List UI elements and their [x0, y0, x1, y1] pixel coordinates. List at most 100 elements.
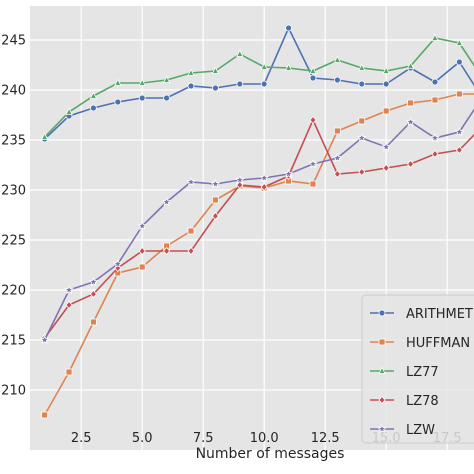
data-point	[211, 211, 219, 221]
data-point	[187, 68, 195, 76]
data-point	[259, 172, 269, 183]
data-point	[454, 126, 465, 137]
data-point	[39, 334, 50, 345]
legend-marker	[378, 338, 386, 346]
data-point	[186, 176, 196, 187]
data-point	[431, 149, 439, 159]
data-point	[187, 82, 195, 90]
data-point	[309, 115, 317, 125]
legend-marker	[378, 366, 386, 374]
series-lzw	[39, 108, 474, 345]
y-tick-label: 235	[1, 134, 26, 149]
data-point	[358, 117, 366, 125]
x-tick-label: 10.0	[250, 431, 279, 446]
data-point	[382, 163, 390, 173]
data-point	[161, 196, 172, 207]
data-point	[211, 66, 220, 74]
data-point	[382, 80, 390, 88]
x-tick-label: 12.5	[311, 431, 340, 446]
legend-marker	[378, 395, 386, 405]
data-point	[309, 74, 317, 82]
legend-item: LZ78	[370, 394, 439, 409]
data-point	[431, 96, 439, 104]
x-axis-label: Number of messages	[196, 446, 345, 462]
y-tick-label: 240	[1, 84, 26, 99]
legend-label: LZW	[406, 423, 435, 438]
data-point	[162, 75, 171, 83]
data-point	[406, 61, 415, 69]
data-point	[333, 169, 341, 179]
data-point	[309, 180, 317, 188]
data-point	[90, 318, 97, 326]
x-tick-label: 2.5	[71, 431, 92, 446]
x-tick-label: 5.0	[132, 431, 153, 446]
data-point	[114, 78, 122, 86]
legend-label: LZ77	[406, 365, 439, 380]
data-point	[236, 80, 244, 88]
data-point	[308, 158, 318, 169]
data-point	[381, 141, 391, 152]
legend-item: HUFFMAN	[370, 336, 470, 351]
legend-box	[361, 294, 474, 444]
legend-label: LZ78	[406, 394, 439, 409]
legend-marker	[377, 423, 387, 434]
data-point	[260, 62, 268, 70]
data-point	[138, 246, 146, 256]
data-point	[333, 127, 341, 135]
series-layer	[39, 24, 474, 419]
legend-item: LZW	[370, 423, 435, 438]
data-point	[284, 63, 293, 71]
data-point	[210, 178, 221, 189]
data-point	[113, 258, 123, 269]
y-ticks: 210 215 220 225 230 235 240 245	[1, 34, 26, 399]
series-lz77	[40, 33, 474, 140]
data-point	[40, 132, 49, 140]
data-point	[65, 300, 73, 310]
data-point	[455, 145, 463, 155]
y-tick-label: 230	[1, 184, 26, 199]
data-point	[64, 284, 74, 295]
data-point	[138, 78, 146, 86]
data-point	[407, 99, 414, 107]
y-tick-label: 215	[1, 334, 26, 349]
data-point	[65, 107, 73, 115]
data-point	[260, 182, 268, 192]
legend-label: ARITHMETIC	[406, 307, 474, 322]
data-point	[212, 84, 219, 92]
legend: ARITHMETIC HUFFMAN LZ77 LZ78 LZW	[361, 294, 474, 444]
data-point	[283, 168, 294, 179]
data-point	[89, 91, 98, 99]
data-point	[309, 66, 317, 74]
data-point	[187, 227, 195, 235]
legend-item: ARITHMETIC	[370, 307, 474, 322]
x-tick-label: 7.5	[193, 431, 214, 446]
data-point	[260, 80, 268, 88]
data-point	[212, 196, 219, 204]
data-point	[332, 152, 343, 163]
data-point	[358, 80, 366, 88]
y-tick-label: 210	[1, 384, 26, 399]
data-point	[358, 167, 366, 177]
data-point	[88, 276, 99, 287]
data-point	[356, 132, 367, 143]
data-point	[382, 107, 390, 115]
data-point	[138, 263, 146, 271]
y-tick-label: 225	[1, 234, 26, 249]
legend-label: HUFFMAN	[406, 336, 470, 351]
data-point	[65, 368, 73, 376]
data-point	[455, 38, 464, 46]
data-point	[89, 289, 97, 299]
data-point	[41, 411, 49, 419]
data-point	[333, 55, 342, 63]
y-tick-label: 245	[1, 34, 26, 49]
data-point	[285, 24, 292, 32]
data-point	[455, 90, 463, 98]
data-point	[163, 94, 171, 102]
data-point	[430, 132, 440, 143]
legend-marker	[378, 309, 386, 317]
data-point	[431, 78, 439, 86]
data-point	[236, 49, 244, 57]
data-point	[138, 94, 146, 102]
data-point	[163, 246, 171, 256]
